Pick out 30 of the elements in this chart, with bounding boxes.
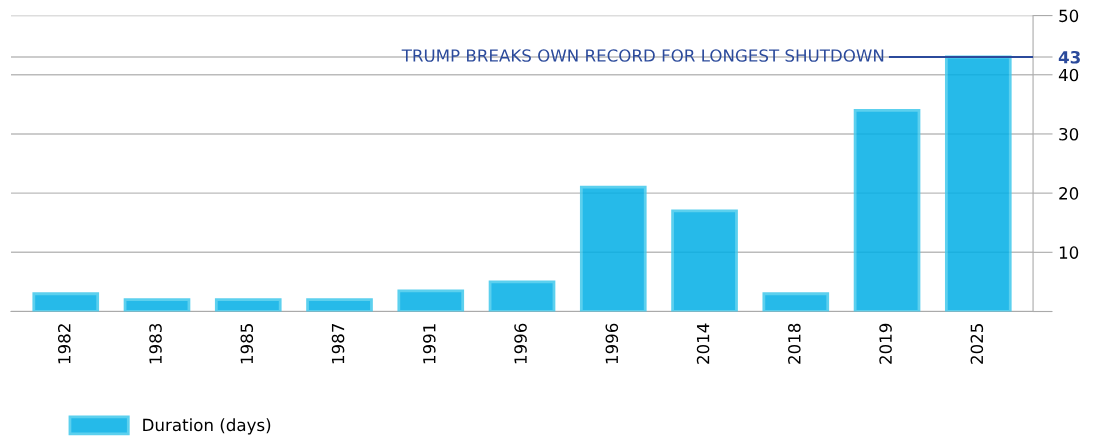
- y-tick-label: 30: [1059, 127, 1079, 141]
- x-tick-label: 1983: [149, 323, 162, 364]
- x-tick-label: 1985: [240, 324, 254, 364]
- x-tick-label: 1996: [514, 323, 527, 364]
- x-tick-label: 1991: [423, 324, 436, 364]
- bar: [488, 280, 556, 312]
- x-tick-label: 2025: [970, 324, 984, 364]
- bar: [579, 185, 647, 312]
- y-tick-label: 43: [1058, 50, 1080, 64]
- bar: [853, 108, 921, 312]
- y-tick-label: 10: [1059, 246, 1079, 259]
- x-tick-label: 2018: [788, 323, 801, 364]
- bar: [306, 298, 373, 312]
- bar: [214, 298, 282, 312]
- y-tick-label: 40: [1058, 68, 1079, 82]
- bar: [32, 292, 100, 312]
- x-tick-label: 1987: [331, 324, 345, 364]
- x-tick-label: 2014: [696, 323, 710, 364]
- x-tick-label: 1996: [605, 323, 619, 364]
- x-tick-label: 2019: [879, 323, 892, 364]
- ref-line-label: TRUMP BREAKS OWN RECORD FOR LONGEST SHUTDOWN: [401, 49, 884, 62]
- bar: [123, 298, 191, 312]
- bar: [762, 292, 830, 312]
- bar: [944, 55, 1012, 312]
- bar: [671, 209, 738, 312]
- y-tick-label: 20: [1059, 187, 1079, 200]
- legend-label: Duration (days): [143, 418, 271, 435]
- x-tick-label: 1982: [57, 324, 71, 364]
- bar: [397, 289, 465, 312]
- y-tick-label: 50: [1059, 9, 1079, 23]
